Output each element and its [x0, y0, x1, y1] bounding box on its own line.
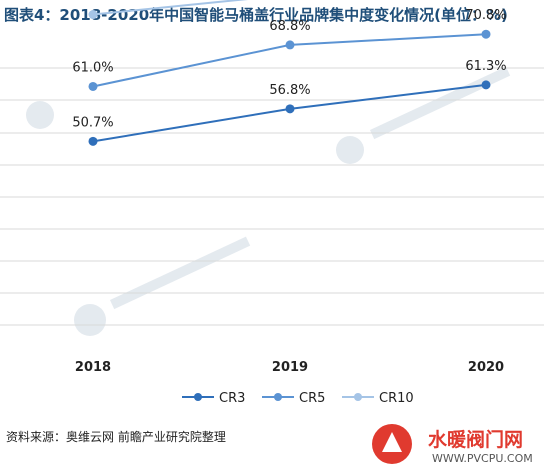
series-line-cr10 — [92, 0, 249, 16]
data-point-cr5 — [285, 40, 295, 50]
legend-item-cr3: CR3 — [182, 391, 245, 406]
legend: CR3 CR5 CR10 — [182, 391, 414, 406]
series-group: 50.7%56.8%61.3%61.0%68.8%70.8%74.5%78.2%… — [72, 0, 507, 146]
data-label: 70.8% — [465, 8, 506, 23]
watermark — [26, 66, 511, 336]
legend-marker — [354, 393, 362, 401]
data-point-cr3 — [481, 80, 491, 90]
legend-label: CR5 — [299, 391, 325, 406]
x-axis-ticks: 2018 2019 2020 — [75, 360, 504, 375]
data-point-cr3 — [88, 136, 98, 146]
legend-item-cr10: CR10 — [342, 391, 414, 406]
data-point-cr5 — [88, 81, 98, 91]
legend-item-cr5: CR5 — [262, 391, 325, 406]
data-label: 68.8% — [269, 19, 310, 34]
legend-marker — [194, 393, 202, 401]
x-tick-label: 2018 — [75, 360, 111, 375]
legend-marker — [274, 393, 282, 401]
site-logo — [372, 424, 412, 464]
legend-label: CR10 — [379, 391, 414, 406]
source-note: 资料来源：奥维云网 前瞻产业研究院整理 — [6, 430, 226, 444]
data-label: 61.0% — [72, 60, 113, 75]
logo-text: 水暖阀门网 — [428, 429, 524, 451]
grid — [0, 67, 544, 326]
data-point-cr10 — [88, 10, 98, 20]
data-label: 56.8% — [269, 83, 310, 98]
x-tick-label: 2019 — [272, 360, 308, 375]
data-label: 50.7% — [72, 115, 113, 130]
data-point-cr3 — [285, 104, 295, 114]
logo-url: WWW.PVCPU.COM — [432, 452, 533, 465]
x-tick-label: 2020 — [468, 360, 504, 375]
data-label: 74.5% — [72, 0, 113, 4]
data-point-cr5 — [481, 29, 491, 39]
data-label: 61.3% — [465, 59, 506, 74]
legend-label: CR3 — [219, 391, 245, 406]
